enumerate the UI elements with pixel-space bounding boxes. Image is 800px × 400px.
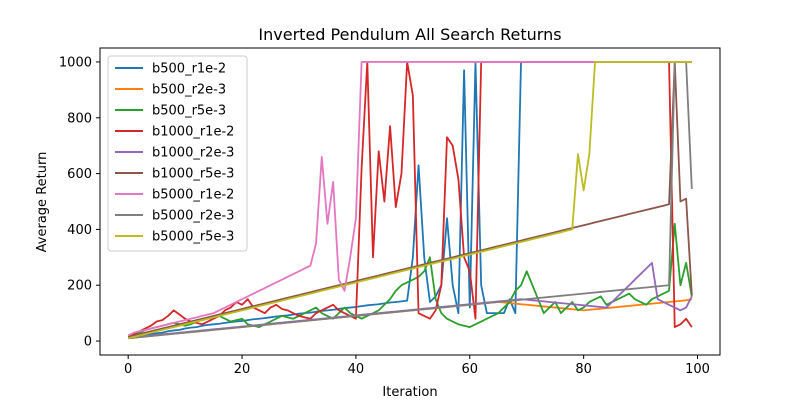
legend-item-b500_r2e-3: b500_r2e-3: [115, 83, 226, 98]
legend-label: b5000_r2e-3: [152, 209, 234, 224]
y-tick-label: 200: [67, 279, 92, 294]
x-tick-label: 20: [234, 362, 251, 377]
series-line-b500_r5e-3: [127, 222, 693, 339]
legend-label: b1000_r1e-2: [152, 125, 234, 140]
legend-item-b5000_r1e-2: b5000_r1e-2: [115, 188, 234, 203]
legend-label: b1000_r5e-3: [152, 167, 234, 182]
legend-item-b1000_r5e-3: b1000_r5e-3: [115, 167, 234, 182]
legend-label: b1000_r2e-3: [152, 146, 234, 161]
legend-label: b5000_r1e-2: [152, 188, 234, 203]
y-tick-label: 800: [67, 111, 92, 126]
x-tick-label: 100: [685, 362, 710, 377]
plot-frame: [99, 47, 721, 356]
series-line-b5000_r2e-3: [128, 61, 693, 340]
legend-label: b500_r5e-3: [152, 104, 226, 119]
y-tick-label: 1000: [59, 55, 92, 70]
y-axis-label: Average Return: [35, 152, 50, 253]
legend: b500_r1e-2 b500_r2e-3 b500_r5e-3 b1000_r1e-…: [107, 55, 248, 252]
legend-item-b5000_r2e-3: b5000_r2e-3: [115, 209, 234, 224]
legend-item-b1000_r1e-2: b1000_r1e-2: [115, 125, 234, 140]
x-tick-label: 80: [575, 362, 592, 377]
x-tick-label: 0: [124, 362, 132, 377]
y-tick-label: 600: [67, 167, 92, 182]
y-tick-label: 0: [84, 335, 92, 350]
legend-label: b5000_r5e-3: [152, 230, 234, 245]
legend-label: b500_r2e-3: [152, 83, 226, 98]
y-tick-label: 400: [67, 223, 92, 238]
x-tick-label: 40: [348, 362, 365, 377]
series-line-b1000_r5e-3: [127, 61, 693, 338]
legend-item-b5000_r5e-3: b5000_r5e-3: [115, 230, 234, 245]
x-axis-label: Iteration: [382, 385, 437, 400]
plot-area: [127, 61, 693, 340]
x-tick-label: 60: [462, 362, 479, 377]
legend-item-b500_r1e-2: b500_r1e-2: [115, 62, 226, 77]
chart-title: Inverted Pendulum All Search Returns: [258, 25, 561, 44]
series-lines: [127, 61, 693, 340]
legend-item-b1000_r2e-3: b1000_r2e-3: [115, 146, 234, 161]
legend-box: [107, 55, 248, 252]
legend-item-b500_r5e-3: b500_r5e-3: [115, 104, 226, 119]
series-line-b5000_r5e-3: [127, 61, 692, 340]
legend-label: b500_r1e-2: [152, 62, 226, 77]
